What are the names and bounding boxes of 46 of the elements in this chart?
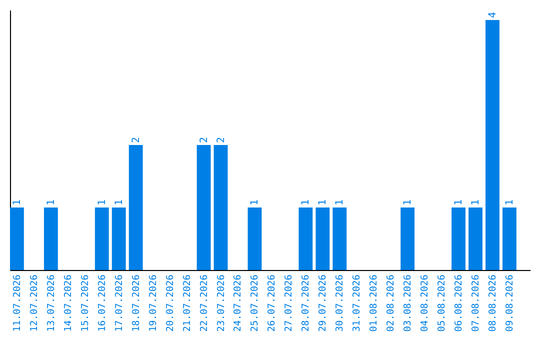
data-label: 2	[198, 136, 210, 143]
x-tick-label: 05.08.2026	[436, 274, 448, 332]
data-label: 1	[470, 199, 482, 206]
x-tick-label: 04.08.2026	[420, 274, 431, 332]
data-label: 1	[504, 199, 516, 206]
x-tick-label: 17.07.2026	[114, 274, 125, 332]
x-tick-label: 25.07.2026	[250, 274, 261, 332]
x-tick-label: 15.07.2026	[80, 274, 91, 332]
data-label: 4	[487, 12, 498, 18]
x-tick-label: 18.07.2026	[130, 274, 142, 332]
data-label: 1	[114, 199, 125, 206]
data-label: 1	[12, 199, 23, 206]
data-label: 1	[46, 199, 57, 206]
x-tick-label: 16.07.2026	[96, 274, 108, 332]
x-tick-label: 30.07.2026	[334, 274, 346, 332]
x-tick-label: 12.07.2026	[28, 274, 40, 332]
x-tick-label: 28.07.2026	[300, 274, 312, 332]
x-tick-label: 14.07.2026	[62, 274, 74, 332]
x-tick-label: 21.07.2026	[182, 274, 193, 332]
x-tick-label: 13.07.2026	[46, 274, 57, 332]
data-label: 1	[96, 199, 108, 206]
x-tick-label: 06.08.2026	[454, 274, 465, 332]
x-tick-label: 24.07.2026	[232, 274, 244, 332]
data-label: 1	[318, 199, 329, 206]
x-tick-label: 11.07.2026	[12, 274, 23, 332]
data-label: 1	[402, 199, 414, 206]
data-label: 1	[334, 199, 346, 206]
x-tick-label: 29.07.2026	[318, 274, 329, 332]
x-tick-label: 31.07.2026	[352, 274, 363, 332]
x-tick-label: 26.07.2026	[266, 274, 278, 332]
data-label: 1	[300, 199, 312, 206]
x-tick-label: 01.08.2026	[368, 274, 380, 332]
x-tick-label: 02.08.2026	[386, 274, 397, 332]
x-tick-label: 07.08.2026	[470, 274, 482, 332]
data-label: 1	[250, 199, 261, 206]
x-tick-label: 23.07.2026	[216, 274, 227, 332]
x-tick-label: 09.08.2026	[504, 274, 516, 332]
x-tick-label: 03.08.2026	[402, 274, 414, 332]
x-tick-label: 20.07.2026	[164, 274, 176, 332]
x-tick-label: 19.07.2026	[148, 274, 159, 332]
data-label: 2	[130, 136, 142, 143]
x-tick-label: 22.07.2026	[198, 274, 210, 332]
x-tick-label: 08.08.2026	[487, 274, 498, 332]
x-tick-label: 27.07.2026	[284, 274, 295, 332]
data-label: 1	[454, 199, 465, 206]
data-label: 2	[216, 136, 227, 143]
